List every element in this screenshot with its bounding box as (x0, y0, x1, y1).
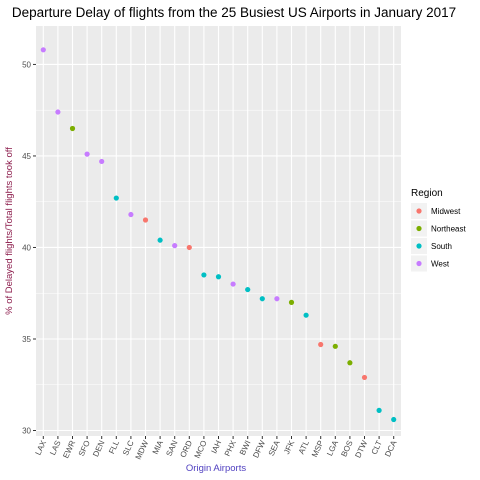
data-point (84, 151, 90, 157)
data-point (361, 374, 368, 381)
y-tick-label: 30 (22, 427, 31, 436)
data-point (332, 343, 338, 349)
data-point (172, 243, 178, 249)
legend-key-dot (416, 208, 422, 214)
data-point (40, 47, 46, 53)
data-point (215, 274, 222, 280)
x-tick-label: MSP (310, 439, 325, 459)
data-point (376, 407, 382, 413)
legend-label: West (431, 260, 450, 269)
data-point (245, 286, 251, 293)
x-tick-label: CLT (370, 439, 384, 456)
y-axis-ticks: 30 35 40 45 50 (22, 60, 36, 436)
x-tick-label: BOS (339, 439, 354, 458)
data-point (113, 195, 119, 201)
data-point (391, 416, 397, 423)
data-point (318, 341, 324, 348)
data-point (201, 272, 207, 278)
x-tick-label: LAS (48, 439, 63, 457)
data-point (274, 296, 280, 302)
data-point (142, 217, 149, 223)
x-tick-label: DCA (383, 438, 399, 458)
x-tick-label: DTW (353, 439, 369, 460)
x-tick-label: JFK (282, 438, 296, 455)
x-tick-label: LAX (34, 438, 49, 456)
legend-key-dot (416, 225, 422, 232)
data-point (288, 299, 295, 305)
x-tick-label: EWR (61, 439, 77, 460)
x-tick-label: PHX (223, 438, 238, 457)
legend-label: South (431, 242, 452, 251)
y-tick-label: 35 (22, 335, 31, 344)
data-point (186, 244, 192, 251)
chart-title: Departure Delay of flights from the 25 B… (12, 5, 456, 20)
data-point (303, 312, 309, 318)
x-tick-label: MCO (193, 439, 209, 460)
legend-label: Northeast (431, 225, 466, 234)
legend-entries: Midwest Northeast South West (411, 203, 466, 272)
grid-lines (36, 26, 401, 436)
x-tick-label: IAH (210, 439, 224, 455)
data-point (259, 296, 265, 302)
x-tick-label: LGA (325, 438, 340, 457)
x-tick-label: SLC (121, 439, 136, 457)
data-point (230, 281, 236, 287)
x-tick-label: DEN (91, 439, 106, 458)
x-axis-title: Origin Airports (186, 463, 246, 474)
data-point (157, 237, 163, 243)
y-tick-label: 50 (22, 60, 31, 69)
legend-title: Region (411, 188, 443, 199)
legend-key-dot (416, 260, 422, 267)
x-tick-label: MIA (151, 438, 165, 455)
data-point (69, 125, 76, 132)
legend-key-dot (416, 243, 422, 249)
data-point (99, 158, 105, 165)
x-tick-label: SFO (77, 439, 92, 458)
data-point (128, 211, 134, 218)
x-tick-label: DFW (251, 439, 267, 460)
x-tick-label: SEA (267, 438, 282, 457)
y-axis-title: % of Delayed flights/Total flights took … (4, 147, 15, 315)
x-tick-label: SAN (164, 439, 179, 458)
x-tick-label: ATL (297, 439, 311, 456)
x-tick-label: BWI (238, 439, 253, 456)
legend-label: Midwest (431, 207, 461, 216)
x-tick-label: FLL (107, 439, 121, 456)
data-point (55, 109, 61, 115)
y-tick-label: 40 (22, 243, 31, 252)
y-tick-label: 45 (22, 152, 31, 161)
x-tick-label: MDW (134, 439, 151, 461)
data-point (347, 360, 353, 366)
legend: Region Midwest Northeast South West (411, 188, 466, 272)
data-points (40, 47, 397, 423)
